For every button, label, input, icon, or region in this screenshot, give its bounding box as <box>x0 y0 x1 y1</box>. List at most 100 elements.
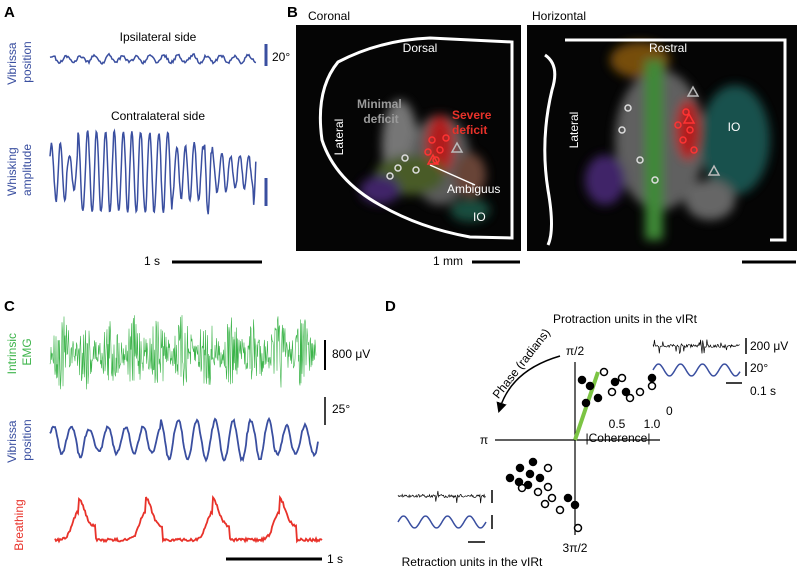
scale-label: 0.1 s <box>750 384 776 398</box>
outline <box>543 38 787 246</box>
angle-label: π/2 <box>566 344 585 358</box>
panel-letter: A <box>4 4 15 21</box>
scale-label: 1 mm <box>433 254 463 268</box>
panel-letter: B <box>287 4 298 21</box>
unit-markers <box>618 85 721 184</box>
unit-dot <box>533 487 543 497</box>
region-label: IO <box>473 210 486 224</box>
unit-dot <box>625 393 635 403</box>
panel-letter: C <box>4 298 15 315</box>
angle-label: 0 <box>666 404 673 418</box>
region-label: Minimal deficit <box>357 97 405 126</box>
unit-dot <box>593 393 603 403</box>
image-title: Coronal <box>308 9 350 23</box>
unit-dot <box>505 473 515 483</box>
unit-dot <box>607 387 617 397</box>
unit-dot <box>540 499 550 509</box>
unit-dot <box>599 367 609 377</box>
unit-dot <box>617 373 627 383</box>
angle-label: π <box>480 433 488 447</box>
trace <box>652 339 740 354</box>
scale-label: 25° <box>332 402 350 416</box>
scale-label: 200 μV <box>750 339 788 353</box>
outline <box>318 36 514 240</box>
unit-dot <box>543 482 553 492</box>
panel-a: A Ipsilateral side Vibrissa position 20°… <box>4 4 290 268</box>
trace <box>652 363 741 377</box>
label-line: position <box>20 419 34 460</box>
trace <box>49 315 317 390</box>
scale-label: 800 μV <box>332 347 370 361</box>
radius-tick: 1.0 <box>644 417 661 431</box>
axis-label: |Coherence| <box>586 431 651 445</box>
unit-dot <box>563 493 573 503</box>
panel-d: D Protraction units in the vIRt 200 μV 2… <box>385 298 788 569</box>
trace <box>397 490 486 504</box>
scale-label: 1 s <box>144 254 160 268</box>
unit-dot <box>528 457 538 467</box>
label-line: EMG <box>20 338 34 365</box>
region-label: Ambiguus <box>447 182 500 196</box>
unit-dot <box>610 377 620 387</box>
y-label: Breathing <box>12 499 26 550</box>
label-line: Severe <box>452 108 492 122</box>
scale-label: 20° <box>272 50 290 64</box>
y-label: Intrinsic EMG <box>5 330 34 375</box>
image-title: Horizontal <box>532 9 586 23</box>
label-line: deficit <box>452 123 487 137</box>
image-regions <box>585 42 770 240</box>
angle-label: 3π/2 <box>563 541 588 555</box>
label-line: Whisking <box>5 147 19 196</box>
orientation-label: Lateral <box>332 119 346 156</box>
unit-dot <box>525 469 535 479</box>
panel-letter: D <box>385 298 396 315</box>
trace <box>49 416 319 463</box>
unit-dot <box>647 373 657 383</box>
unit-dot <box>585 381 595 391</box>
unit-dot <box>621 387 631 397</box>
panel-title: Protraction units in the vIRt <box>553 312 698 326</box>
label-line: position <box>20 41 34 82</box>
panel-title: Contralateral side <box>111 109 205 123</box>
label-line: Vibrissa <box>5 420 19 463</box>
y-label: Whisking amplitude <box>5 144 34 196</box>
unit-dot <box>581 398 591 408</box>
label-line: amplitude <box>20 144 34 196</box>
axis-label: Phase (radians) <box>490 326 553 401</box>
label-line: Vibrissa <box>5 42 19 85</box>
image-regions <box>360 100 490 222</box>
unit-dot <box>514 477 524 487</box>
unit-dot <box>515 463 525 473</box>
unit-dot <box>570 500 580 510</box>
scale-label: 1 s <box>327 552 343 566</box>
label-line: Intrinsic <box>5 333 19 374</box>
units <box>505 367 657 533</box>
unit-dot <box>577 375 587 385</box>
label-line: deficit <box>363 112 398 126</box>
unit-dot <box>535 473 545 483</box>
unit-dot <box>543 463 553 473</box>
scale-label: 20° <box>750 361 768 375</box>
y-label: Vibrissa position <box>5 39 34 85</box>
trace <box>397 515 487 529</box>
unit-markers <box>386 134 464 180</box>
arrow <box>496 355 561 414</box>
trace <box>49 52 257 66</box>
trace <box>49 128 257 215</box>
orientation-label: Dorsal <box>403 41 438 55</box>
unit-dot <box>555 505 565 515</box>
unit-dot <box>647 381 657 391</box>
panel-title: Retraction units in the vIRt <box>402 555 543 569</box>
pointer <box>429 164 476 186</box>
unit-dot <box>573 523 583 533</box>
radius-tick: 0.5 <box>609 417 626 431</box>
label-line: Minimal <box>357 97 402 111</box>
unit-dot <box>635 387 645 397</box>
panel-c: C Intrinsic EMG 800 μV Vibrissa position… <box>4 298 370 566</box>
orientation-label: Rostral <box>649 41 687 55</box>
region-label: Severe deficit <box>452 108 495 137</box>
panel-b: B Coronal Dorsal Lateral Minimal deficit… <box>287 4 797 268</box>
region-label: IO <box>728 120 741 134</box>
orientation-label: Lateral <box>567 112 581 149</box>
